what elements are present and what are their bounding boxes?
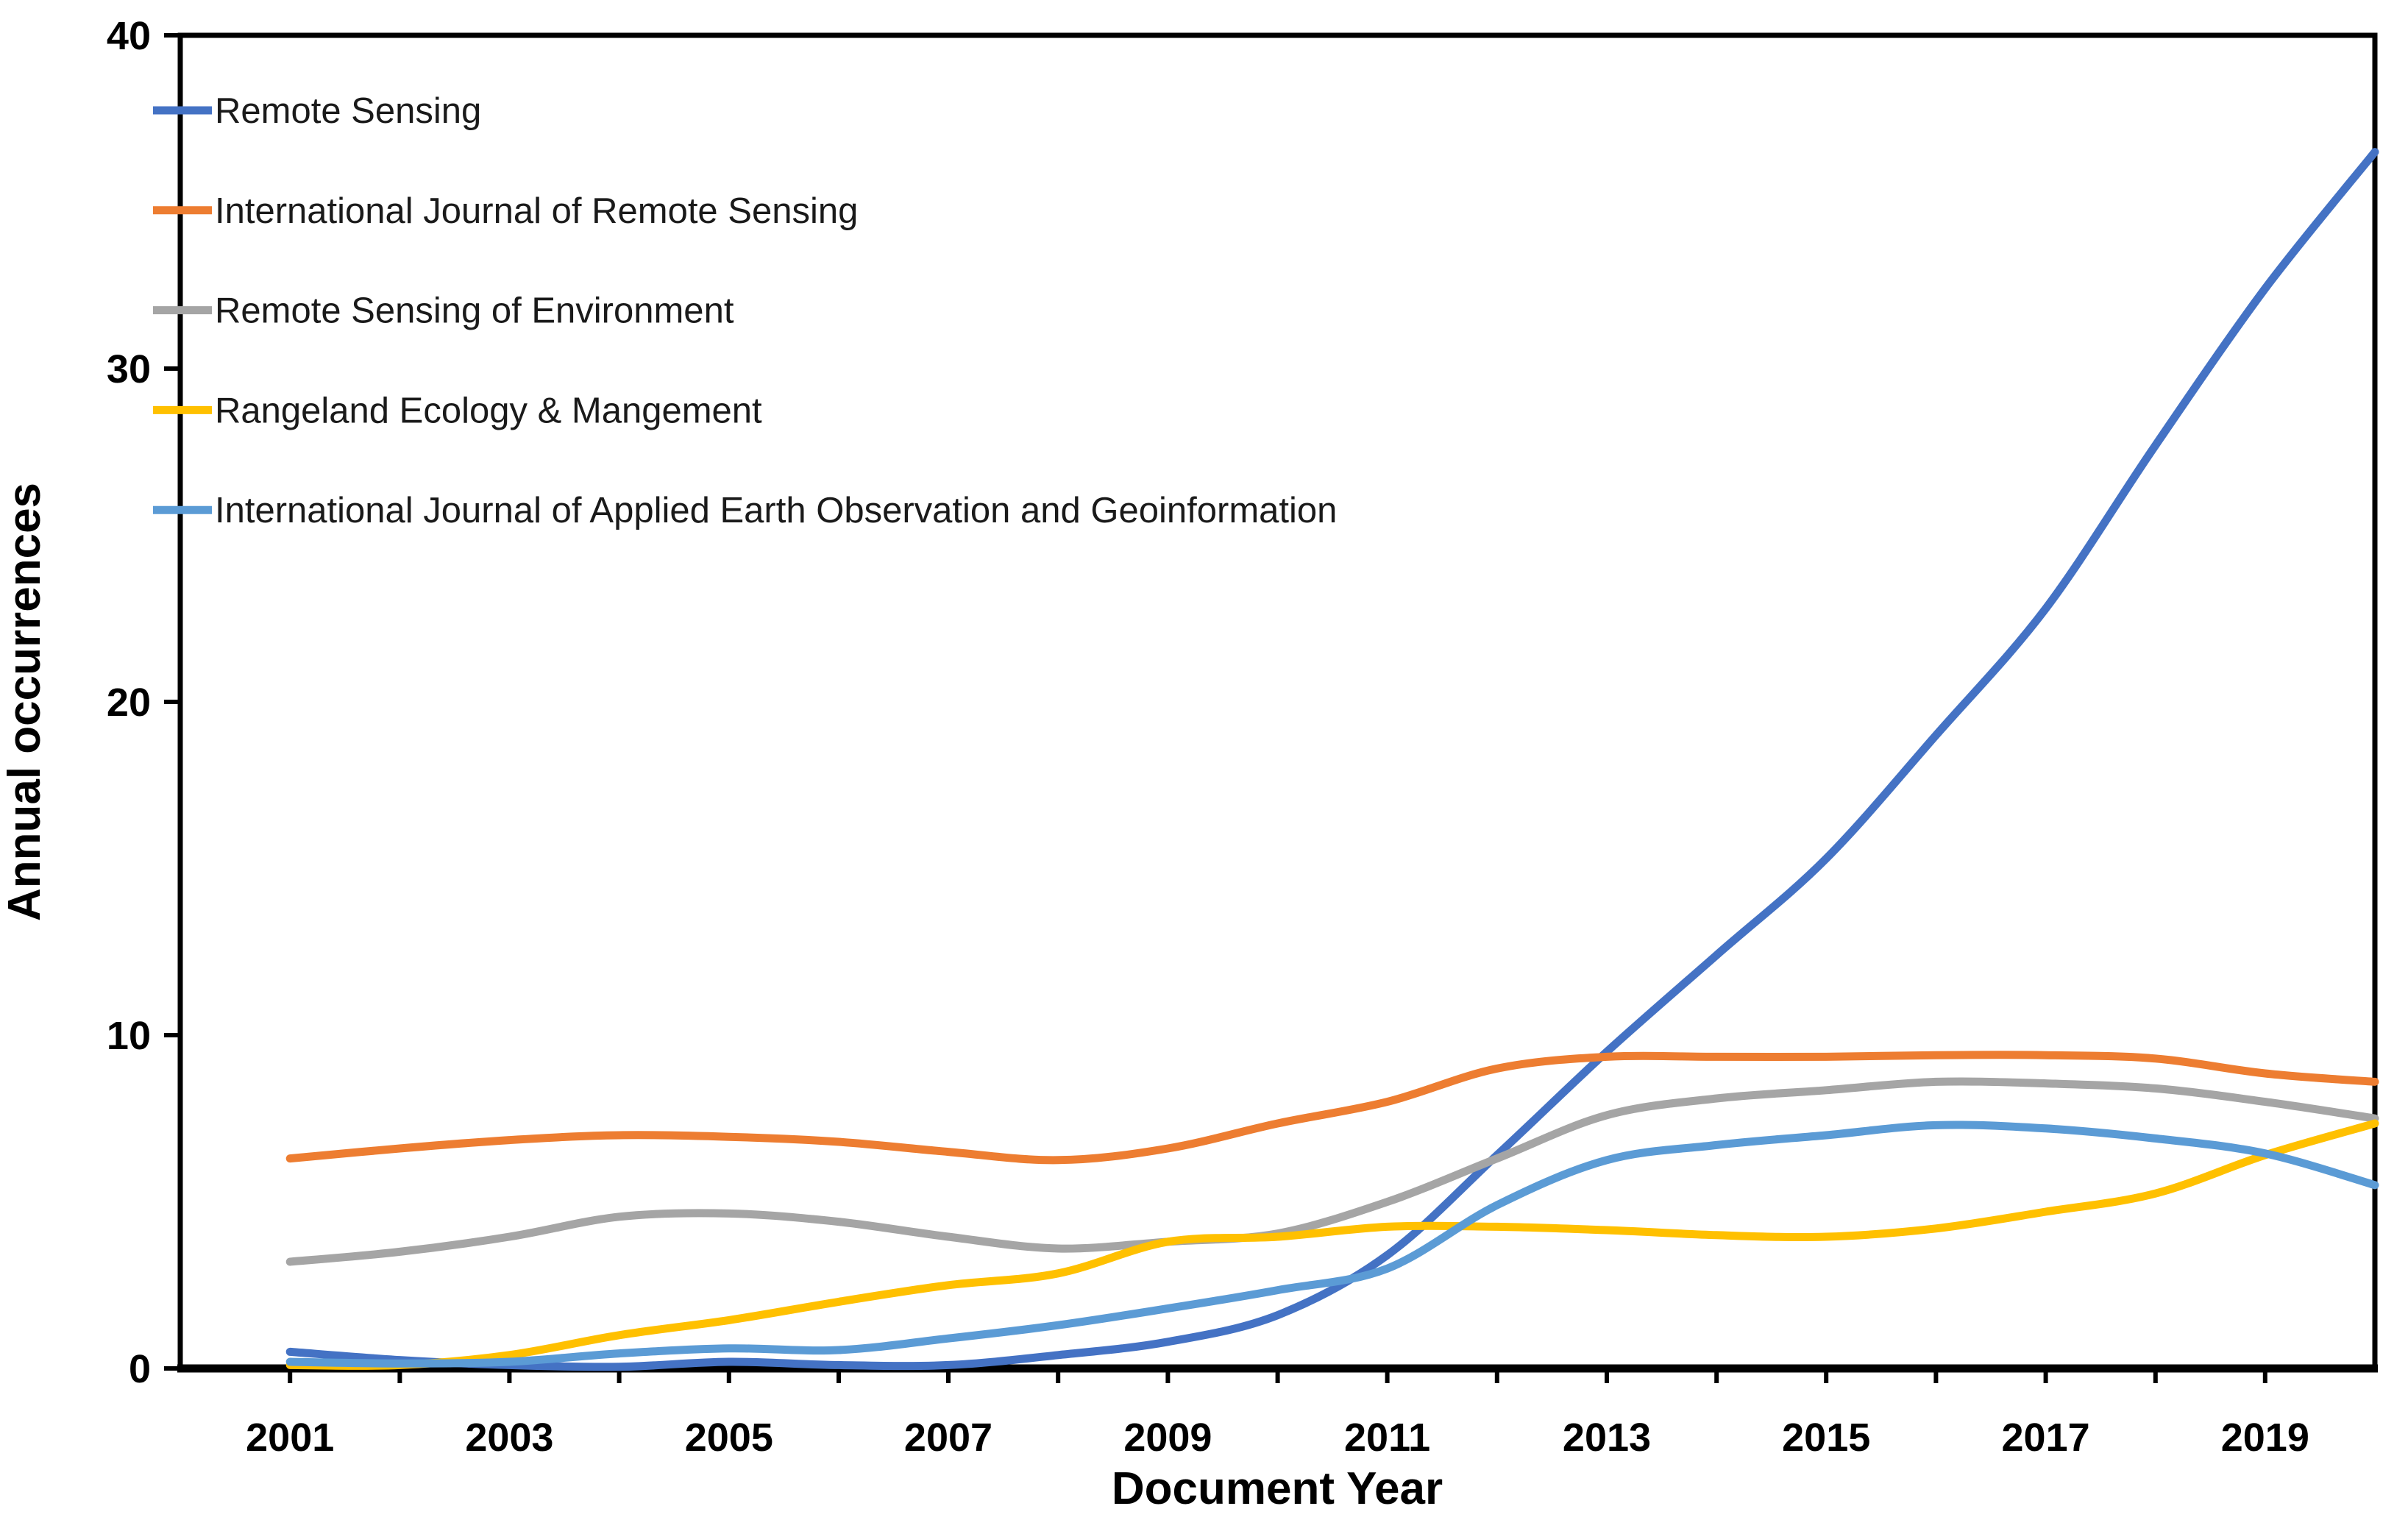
series-line-1 <box>285 148 2379 1371</box>
plot-border <box>177 32 2378 1371</box>
x-tick-label: 2001 <box>246 1416 334 1460</box>
y-tick-label: 30 <box>107 347 151 391</box>
x-tick-label: 2003 <box>465 1416 553 1460</box>
series-line-4 <box>285 1119 2379 1370</box>
x-tick-label: 2013 <box>1563 1416 1651 1460</box>
x-tick-label: 2011 <box>1344 1416 1430 1460</box>
legend-item: International Journal of Applied Earth O… <box>153 491 1337 530</box>
x-axis: 2001 2003 2005 2007 2009 2011 2013 2015 2017 2019 <box>246 1368 2309 1460</box>
series-line-2 <box>285 1051 2379 1165</box>
x-tick-label: 2015 <box>1782 1416 1870 1460</box>
legend: Remote Sensing International Journal of R… <box>153 91 1337 530</box>
x-tick-label: 2019 <box>2221 1416 2309 1460</box>
x-axis-title: Document Year <box>1112 1463 1443 1514</box>
legend-item: Remote Sensing of Environment <box>153 291 734 331</box>
legend-item-label: Rangeland Ecology & Mangement <box>215 391 762 430</box>
legend-item-label: Remote Sensing of Environment <box>215 291 734 331</box>
legend-item: Remote Sensing <box>153 91 481 131</box>
y-tick-label: 40 <box>107 14 151 58</box>
x-tick-label: 2007 <box>904 1416 992 1460</box>
x-tick-label: 2005 <box>685 1416 773 1460</box>
legend-item: International Journal of Remote Sensing <box>153 191 858 231</box>
legend-item: Rangeland Ecology & Mangement <box>153 391 762 430</box>
series-line-3 <box>285 1077 2379 1266</box>
legend-item-label: Remote Sensing <box>215 91 481 131</box>
series-line-5 <box>285 1121 2379 1368</box>
y-tick-label: 20 <box>107 681 151 725</box>
plot-area <box>177 32 2378 1373</box>
series-lines <box>285 148 2379 1371</box>
y-axis: 0 10 20 30 40 <box>107 14 180 1391</box>
x-tick-label: 2017 <box>2002 1416 2090 1460</box>
x-tick-label: 2009 <box>1123 1416 1212 1460</box>
legend-item-label: International Journal of Applied Earth O… <box>215 491 1337 530</box>
y-axis-title: Annual occurrences <box>0 483 50 921</box>
legend-item-label: International Journal of Remote Sensing <box>215 191 858 231</box>
y-tick-label: 10 <box>107 1014 151 1058</box>
y-tick-label: 0 <box>129 1347 151 1391</box>
